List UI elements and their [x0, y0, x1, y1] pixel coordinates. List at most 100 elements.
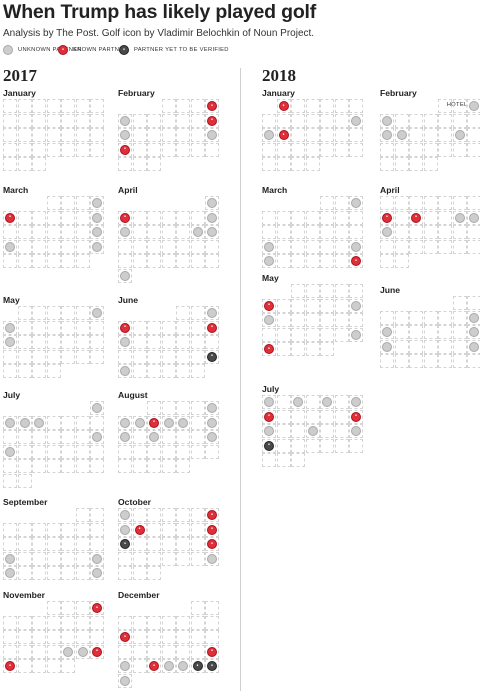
day-cell: [147, 210, 161, 225]
day-cell: [90, 142, 104, 157]
day-cell: [161, 522, 176, 537]
golf-outing-unknown: [382, 130, 392, 140]
day-cell: [205, 630, 219, 644]
day-cell: [118, 566, 132, 580]
golf-outing-unknown: [120, 227, 130, 237]
day-cell: [32, 430, 46, 444]
day-cell: [61, 113, 75, 128]
day-cell: [205, 615, 219, 630]
day-cell: [334, 225, 349, 239]
day-cell: [17, 430, 32, 444]
golf-outing-unknown: [207, 553, 217, 564]
day-cell: [438, 239, 452, 254]
day-cell: [305, 313, 320, 327]
day-cell: [161, 430, 176, 444]
day-cell: [176, 644, 190, 659]
day-cell: [262, 395, 276, 409]
day-cell: [305, 438, 320, 453]
golf-ball-icon: •: [415, 214, 417, 220]
day-cell: [176, 615, 190, 630]
day-cell: [176, 444, 190, 459]
day-cell: [349, 409, 363, 424]
day-cell: [409, 142, 423, 157]
day-cell: [3, 551, 17, 566]
day-cell: [380, 310, 394, 325]
day-cell: [262, 453, 276, 467]
day-cell: [320, 254, 334, 268]
day-cell: [190, 508, 205, 522]
day-cell: [75, 551, 90, 566]
day-cell: [61, 196, 75, 210]
day-cell: [147, 335, 161, 349]
legend-swatch-pending: •: [119, 45, 129, 55]
day-cell: [452, 354, 467, 368]
day-cell: [3, 659, 17, 673]
day-cell: [118, 142, 132, 157]
day-cell: [291, 225, 305, 239]
day-cell: [349, 142, 363, 157]
golf-ball-icon: •: [268, 442, 270, 448]
day-cell: [161, 659, 176, 673]
day-cell: [46, 306, 61, 320]
day-cell: [190, 401, 205, 415]
golf-outing-known: •: [264, 411, 274, 422]
golf-outing-unknown: [92, 432, 102, 442]
day-cell: [205, 401, 219, 415]
day-cell: [17, 615, 32, 630]
day-cell: [32, 99, 46, 113]
day-cell: [467, 142, 480, 157]
day-cell: [161, 113, 176, 128]
golf-outing-unknown: [192, 227, 203, 237]
day-cell: [276, 157, 291, 171]
day-cell: [147, 508, 161, 522]
day-cell: [147, 113, 161, 128]
day-cell: [262, 254, 276, 268]
golf-outing-unknown: [5, 337, 15, 347]
day-cell: [452, 296, 467, 310]
day-cell: [176, 254, 190, 268]
golf-ball-icon: •: [211, 526, 213, 532]
day-cell: [147, 225, 161, 239]
golf-outing-unknown: [307, 426, 318, 436]
day-cell: [61, 254, 75, 268]
day-cell: [190, 659, 205, 673]
golf-outing-unknown: [207, 432, 217, 442]
golf-outing-unknown: [469, 101, 479, 111]
golf-ball-icon: •: [211, 511, 213, 518]
day-cell: [161, 254, 176, 268]
day-cell: [161, 335, 176, 349]
day-cell: [32, 254, 46, 268]
day-cell: [291, 284, 305, 298]
day-cell: [320, 298, 334, 313]
day-cell: [467, 296, 480, 310]
golf-outing-unknown: [5, 553, 15, 564]
day-cell: [17, 444, 32, 459]
golf-outing-unknown: [264, 426, 274, 436]
golf-outing-unknown: [469, 341, 479, 352]
day-cell: [409, 239, 423, 254]
chart-subtitle: Analysis by The Post. Golf icon by Vladi…: [3, 28, 315, 39]
day-cell: [467, 339, 480, 354]
day-cell: [46, 254, 61, 268]
day-cell: [75, 537, 90, 551]
golf-outing-known: •: [120, 144, 130, 155]
day-cell: [17, 254, 32, 268]
day-cell: [176, 225, 190, 239]
golf-outing-unknown: [120, 661, 130, 671]
day-cell: [17, 415, 32, 430]
day-cell: [17, 522, 32, 537]
golf-ball-icon: •: [211, 353, 213, 359]
golf-outing-unknown: [207, 212, 217, 223]
golf-ball-icon: •: [153, 662, 155, 669]
day-cell: [205, 254, 219, 268]
golf-outing-unknown: [178, 661, 188, 671]
day-cell: [75, 415, 90, 430]
day-cell: [205, 196, 219, 210]
day-cell: [75, 630, 90, 644]
day-cell: [3, 566, 17, 580]
day-cell: [161, 349, 176, 364]
day-cell: [176, 459, 190, 473]
day-cell: [90, 401, 104, 415]
day-cell: [32, 459, 46, 473]
day-cell: [394, 354, 409, 368]
